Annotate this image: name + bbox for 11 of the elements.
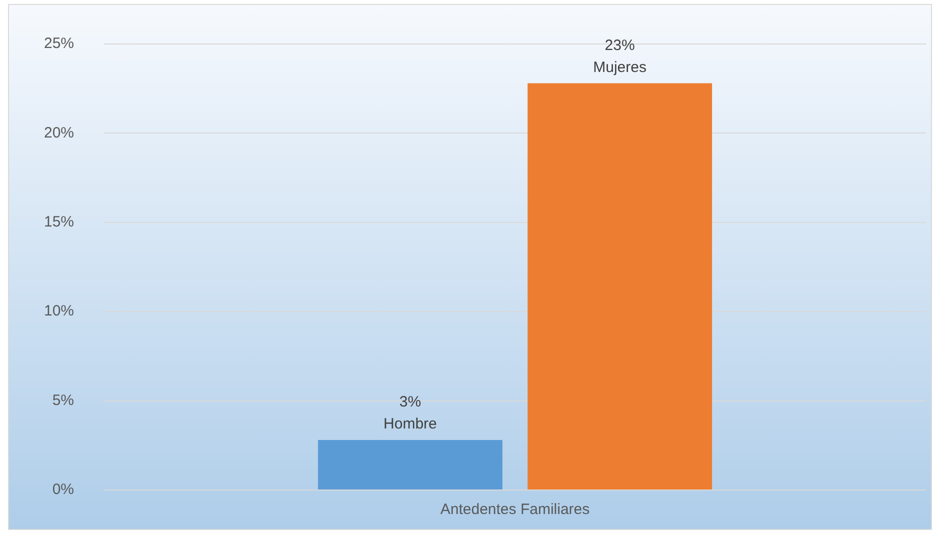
data-label: 3%	[399, 394, 422, 411]
y-tick-label: 15%	[44, 214, 74, 231]
y-tick-label: 25%	[44, 35, 74, 52]
y-tick-label: 5%	[52, 392, 74, 409]
series-label: Hombre	[384, 416, 437, 433]
y-tick-label: 10%	[44, 302, 74, 320]
y-tick-label: 0%	[52, 481, 74, 498]
data-label: 23%	[604, 36, 635, 54]
series-label: Mujeres	[593, 58, 646, 76]
x-tick-label: Antedentes Familiares	[440, 501, 590, 518]
y-tick-label: 20%	[44, 124, 74, 142]
